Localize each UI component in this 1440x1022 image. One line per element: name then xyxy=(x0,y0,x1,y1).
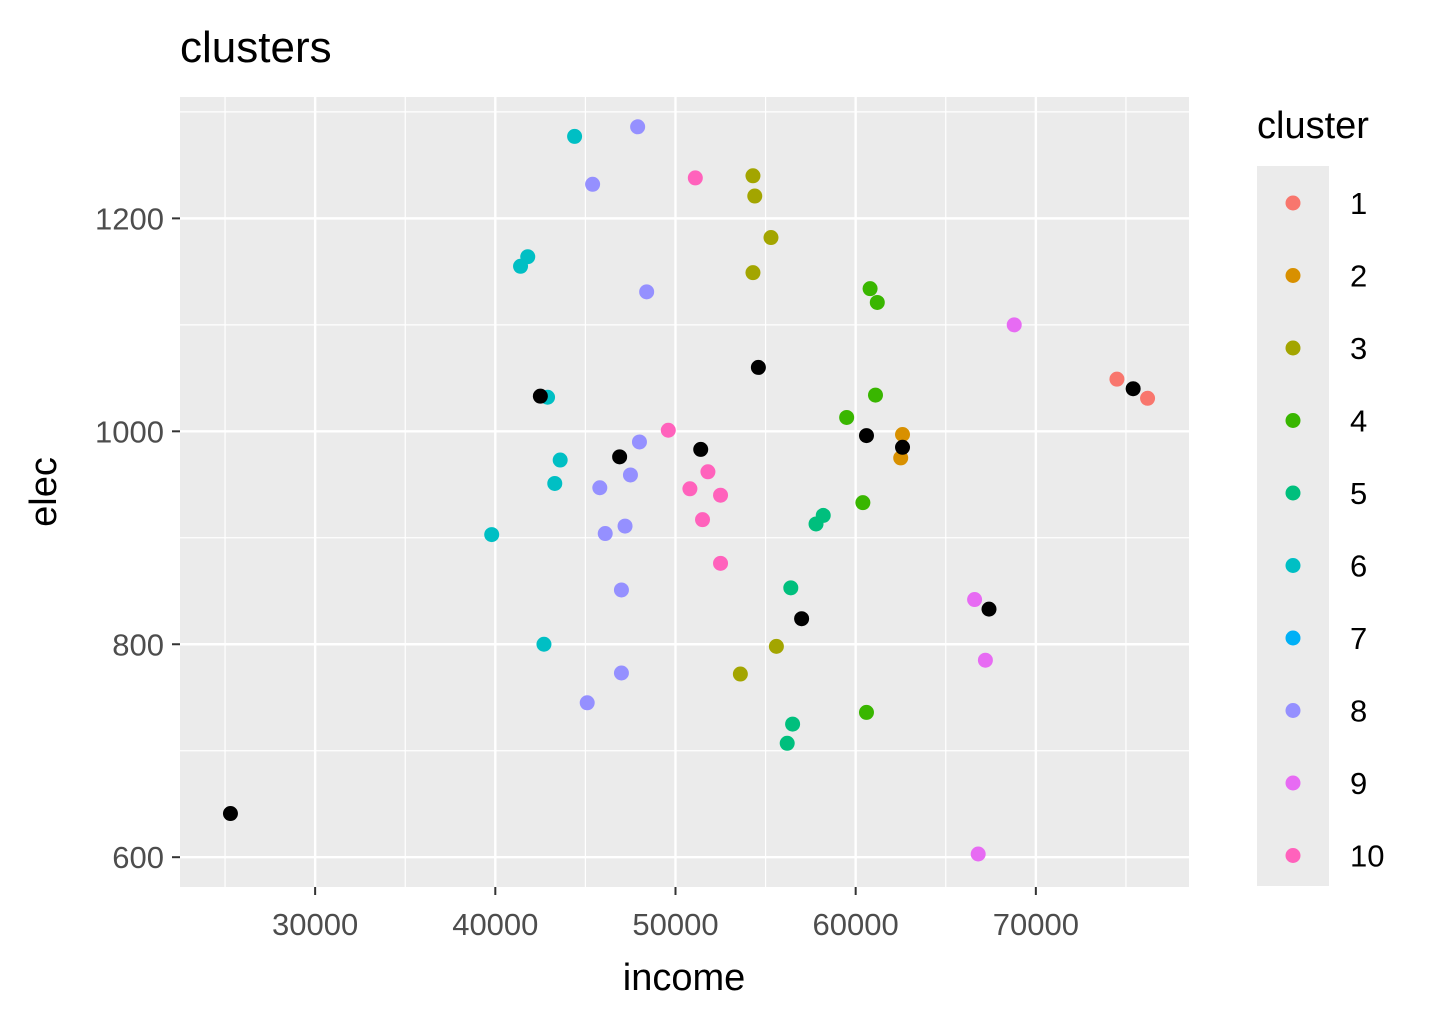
legend-label-6: 6 xyxy=(1350,549,1367,584)
legend-label-8: 8 xyxy=(1350,694,1367,729)
data-point-cluster-3 xyxy=(747,188,763,204)
legend-label-5: 5 xyxy=(1350,476,1367,511)
data-point-cluster-8 xyxy=(613,582,629,598)
data-point-cluster-8 xyxy=(630,119,646,135)
data-point-cluster-10 xyxy=(713,555,729,571)
y-tick-label: 1200 xyxy=(95,201,164,236)
data-point-cluster-10 xyxy=(713,487,729,503)
y-tick-label: 600 xyxy=(112,840,164,875)
legend-label-4: 4 xyxy=(1350,404,1367,439)
legend-key-7 xyxy=(1285,630,1301,646)
legend-key-6 xyxy=(1285,558,1301,573)
data-point-cluster-9 xyxy=(970,846,986,862)
x-axis-title: income xyxy=(623,957,746,999)
centroid-point xyxy=(222,806,238,822)
data-point-cluster-4 xyxy=(867,387,883,403)
minor-gridlines xyxy=(180,97,1189,887)
data-point-cluster-9 xyxy=(1006,317,1022,333)
data-point-cluster-8 xyxy=(592,480,608,496)
x-tick-label: 50000 xyxy=(632,907,718,942)
x-tick-label: 30000 xyxy=(272,907,358,942)
y-axis-title: elec xyxy=(23,457,65,527)
chart-title: clusters xyxy=(180,23,332,72)
x-tick-label: 60000 xyxy=(813,907,899,942)
legend-label-9: 9 xyxy=(1350,766,1367,801)
data-point-cluster-3 xyxy=(745,168,761,184)
data-point-cluster-10 xyxy=(682,481,698,497)
legend-key-9 xyxy=(1285,775,1301,791)
data-point-cluster-4 xyxy=(839,409,855,425)
legend-key-10 xyxy=(1285,848,1301,863)
centroid-point xyxy=(895,439,911,455)
data-point-cluster-6 xyxy=(536,636,552,652)
data-point-cluster-4 xyxy=(855,495,871,511)
data-point-cluster-6 xyxy=(547,475,563,491)
legend-title: cluster xyxy=(1257,105,1369,147)
legend-key-4 xyxy=(1285,413,1301,428)
data-points xyxy=(484,119,1156,862)
legend-label-7: 7 xyxy=(1350,621,1367,656)
data-point-cluster-10 xyxy=(687,170,703,186)
data-point-cluster-8 xyxy=(631,434,647,450)
data-point-cluster-8 xyxy=(639,284,655,300)
y-tick-label: 1000 xyxy=(95,414,164,449)
data-point-cluster-8 xyxy=(617,518,633,534)
centroid-point xyxy=(794,611,810,627)
legend-key-8 xyxy=(1285,703,1301,718)
data-point-cluster-8 xyxy=(585,176,601,192)
data-point-cluster-1 xyxy=(1109,371,1125,387)
x-tick-label: 40000 xyxy=(452,907,538,942)
legend-key-5 xyxy=(1285,485,1301,501)
centroid-point xyxy=(612,449,628,465)
data-point-cluster-2 xyxy=(895,427,911,443)
legend-key-background xyxy=(1257,166,1329,886)
centroid-point xyxy=(1125,381,1141,397)
data-point-cluster-5 xyxy=(783,580,799,596)
x-tick-label: 70000 xyxy=(993,907,1079,942)
data-point-cluster-9 xyxy=(967,592,983,608)
centroid-point xyxy=(981,601,997,617)
data-point-cluster-3 xyxy=(745,265,761,281)
data-point-cluster-9 xyxy=(977,652,993,668)
x-axis-ticks: 30000 40000 50000 60000 70000 xyxy=(272,887,1079,942)
data-point-cluster-4 xyxy=(869,294,885,310)
data-point-cluster-10 xyxy=(700,464,716,480)
data-point-cluster-8 xyxy=(613,665,629,681)
data-point-cluster-5 xyxy=(808,516,824,532)
legend: cluster 1 2 3 4 5 6 7 8 9 10 xyxy=(1257,105,1384,886)
legend-key-3 xyxy=(1285,340,1301,356)
centroid-points xyxy=(222,359,1141,822)
y-tick-label: 800 xyxy=(112,627,164,662)
data-point-cluster-8 xyxy=(579,695,595,711)
data-point-cluster-6 xyxy=(552,452,568,468)
legend-label-10: 10 xyxy=(1350,839,1384,874)
legend-key-1 xyxy=(1285,195,1301,211)
y-axis-ticks: 600 800 1000 1200 xyxy=(95,201,180,875)
data-point-cluster-5 xyxy=(785,716,801,732)
data-point-cluster-6 xyxy=(513,258,529,274)
centroid-point xyxy=(750,359,766,375)
data-point-cluster-6 xyxy=(567,128,583,144)
legend-label-1: 1 xyxy=(1350,186,1367,221)
major-gridlines xyxy=(180,97,1189,887)
data-point-cluster-3 xyxy=(768,638,784,654)
centroid-point xyxy=(858,428,874,444)
data-point-cluster-1 xyxy=(1140,390,1156,406)
data-point-cluster-3 xyxy=(732,666,748,682)
data-point-cluster-5 xyxy=(779,735,795,751)
data-point-cluster-4 xyxy=(862,281,878,297)
data-point-cluster-10 xyxy=(695,512,711,528)
data-point-cluster-8 xyxy=(622,467,638,483)
legend-key-2 xyxy=(1285,268,1301,283)
data-point-cluster-8 xyxy=(597,526,613,542)
data-point-cluster-3 xyxy=(763,230,779,246)
data-point-cluster-10 xyxy=(660,422,676,438)
centroid-point xyxy=(693,441,709,457)
data-point-cluster-4 xyxy=(858,704,874,720)
legend-label-3: 3 xyxy=(1350,331,1367,366)
data-point-cluster-6 xyxy=(484,527,500,543)
centroid-point xyxy=(532,388,548,404)
legend-label-2: 2 xyxy=(1350,259,1367,294)
